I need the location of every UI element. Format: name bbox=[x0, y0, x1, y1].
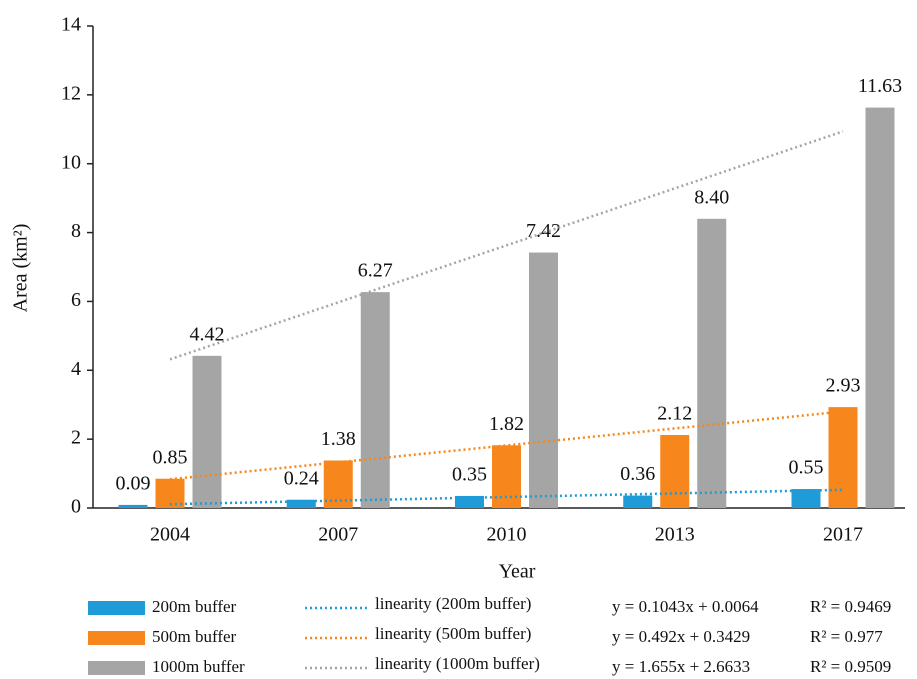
data-label: 0.36 bbox=[620, 463, 655, 485]
legend-label: 200m buffer bbox=[152, 597, 237, 616]
data-label: 7.42 bbox=[526, 220, 561, 242]
y-tick-label: 0 bbox=[71, 496, 81, 518]
y-axis-label: Area (km²) bbox=[10, 224, 32, 313]
legend-equation: y = 1.655x + 2.6633 bbox=[612, 657, 750, 676]
legend-equation: y = 0.492x + 0.3429 bbox=[612, 627, 750, 646]
data-label: 1.38 bbox=[321, 428, 356, 450]
legend-label: 500m buffer bbox=[152, 627, 237, 646]
data-label: 6.27 bbox=[358, 260, 393, 282]
bar bbox=[360, 292, 390, 508]
data-label: 4.42 bbox=[190, 323, 225, 345]
trend-line bbox=[169, 488, 844, 506]
x-tick-label: 2010 bbox=[487, 524, 527, 546]
bar bbox=[791, 489, 821, 508]
y-tick-label: 2 bbox=[71, 427, 81, 449]
data-label: 11.63 bbox=[858, 75, 902, 97]
bar bbox=[660, 435, 690, 508]
legend-equation: y = 0.1043x + 0.0064 bbox=[612, 597, 759, 616]
y-tick-label: 8 bbox=[71, 220, 81, 242]
trend-line bbox=[169, 130, 844, 361]
legend-r2: R² = 0.9469 bbox=[810, 597, 891, 616]
legend-trend-label: linearity (500m buffer) bbox=[375, 624, 531, 643]
data-label: 1.82 bbox=[489, 413, 524, 435]
x-tick-label: 2013 bbox=[655, 524, 695, 546]
bar bbox=[323, 460, 353, 508]
y-tick-label: 4 bbox=[71, 358, 81, 380]
legend-swatch bbox=[88, 601, 145, 615]
legend-r2: R² = 0.9509 bbox=[810, 657, 891, 676]
bar bbox=[192, 355, 222, 508]
bar bbox=[529, 252, 558, 508]
legend-label: 1000m buffer bbox=[152, 657, 245, 676]
legend-trend-label: linearity (200m buffer) bbox=[375, 594, 531, 613]
x-tick-label: 2017 bbox=[823, 524, 863, 546]
bar bbox=[455, 495, 484, 508]
bar bbox=[697, 218, 727, 509]
y-tick-label: 6 bbox=[71, 289, 81, 311]
legend-trend-label: linearity (1000m buffer) bbox=[375, 654, 540, 673]
bar bbox=[492, 445, 521, 508]
legend-swatch bbox=[88, 661, 145, 675]
bar bbox=[623, 495, 653, 508]
data-label: 8.40 bbox=[694, 186, 729, 208]
data-label: 0.24 bbox=[284, 467, 319, 489]
bar bbox=[865, 107, 895, 509]
x-tick-label: 2004 bbox=[150, 524, 190, 546]
data-label: 2.12 bbox=[657, 403, 692, 425]
legend-r2: R² = 0.977 bbox=[810, 627, 883, 646]
bar bbox=[118, 504, 148, 508]
data-label: 0.35 bbox=[452, 464, 487, 486]
x-tick-label: 2007 bbox=[318, 524, 358, 546]
data-label: 0.55 bbox=[789, 457, 824, 479]
y-tick-label: 10 bbox=[61, 151, 81, 173]
x-axis-label: Year bbox=[499, 561, 536, 583]
data-label: 0.85 bbox=[153, 446, 188, 468]
y-tick-label: 12 bbox=[61, 82, 81, 104]
data-label: 0.09 bbox=[116, 472, 151, 494]
y-tick-label: 14 bbox=[61, 14, 81, 36]
bar bbox=[828, 407, 858, 508]
bar bbox=[286, 499, 316, 508]
data-label: 2.93 bbox=[826, 375, 861, 397]
legend-swatch bbox=[88, 631, 145, 645]
